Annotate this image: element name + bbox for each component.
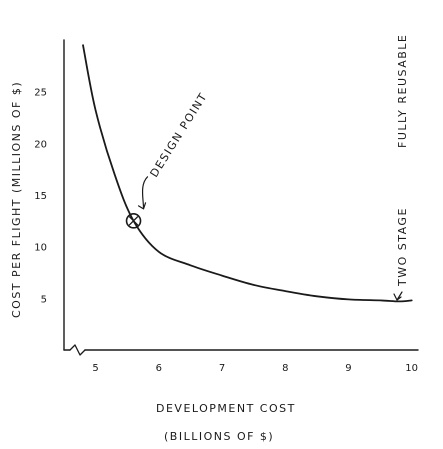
x-tick-label: 7 xyxy=(219,363,225,374)
y-tick-label: 10 xyxy=(34,243,47,254)
design-point-cross-b xyxy=(128,216,139,226)
endpoint-label-two-stage: TWO STAGE xyxy=(396,207,409,287)
endpoint-label-fully-reusable: FULLY REUSABLE xyxy=(396,34,409,148)
endpoint-leader-arrow xyxy=(393,291,403,301)
design-point-circle xyxy=(125,213,142,229)
y-tick-label: 15 xyxy=(34,191,47,202)
design-point-label: DESIGN POINT xyxy=(148,90,211,179)
x-tick-label: 6 xyxy=(156,363,162,374)
x-axis-label-line1: DEVELOPMENT COST xyxy=(156,402,296,415)
axis-break-mark xyxy=(69,344,86,356)
design-point-marker xyxy=(125,213,142,229)
x-tick-label: 10 xyxy=(405,363,418,374)
x-tick-label: 8 xyxy=(282,363,288,374)
y-tick-labels: 5 10 15 20 25 xyxy=(34,88,47,306)
y-tick-label: 20 xyxy=(34,139,47,150)
y-tick-label: 5 xyxy=(41,294,47,305)
x-tick-label: 5 xyxy=(92,363,98,374)
series-line-cost-curve xyxy=(82,44,413,303)
x-axis xyxy=(63,344,419,356)
y-axis-label: COST PER FLIGHT (MILLIONS OF $) xyxy=(10,81,23,318)
x-tick-labels: 5 6 7 8 9 10 xyxy=(92,363,418,374)
y-tick-label: 25 xyxy=(34,88,47,99)
design-point-leader-arrow xyxy=(137,176,149,210)
x-axis-label-line2: (BILLIONS OF $) xyxy=(164,430,274,443)
x-tick-label: 9 xyxy=(345,363,351,374)
